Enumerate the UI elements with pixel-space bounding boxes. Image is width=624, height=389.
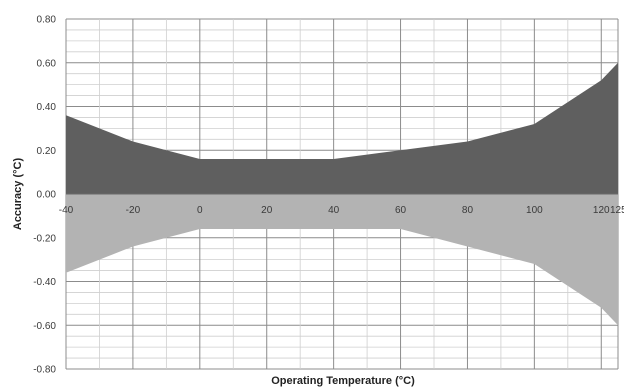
x-tick-label: 120: [593, 205, 610, 216]
x-tick-label: 0: [197, 205, 203, 216]
y-tick-label: 0.80: [37, 15, 57, 26]
x-tick-label: 125: [610, 205, 624, 216]
y-tick-label: -0.20: [33, 233, 56, 244]
y-tick-label: 0.40: [37, 102, 57, 113]
x-tick-label: -20: [126, 205, 141, 216]
x-axis-label: Operating Temperature (°C): [271, 375, 415, 387]
y-tick-label: -0.80: [33, 365, 56, 376]
y-tick-labels: 0.80 0.60 0.40 0.20 0.00 -0.20 -0.40 -0.60 -0.80: [33, 15, 56, 376]
x-tick-label: 60: [395, 205, 407, 216]
y-tick-label: 0.00: [37, 190, 57, 201]
upper-accuracy-area: [66, 62, 618, 194]
x-tick-label: -40: [59, 205, 74, 216]
y-tick-label: -0.40: [33, 277, 56, 288]
y-tick-label: 0.20: [37, 146, 57, 157]
x-tick-label: 80: [462, 205, 474, 216]
x-tick-label: 100: [526, 205, 543, 216]
y-tick-label: 0.60: [37, 58, 57, 69]
x-tick-label: 40: [328, 205, 340, 216]
y-tick-label: -0.60: [33, 321, 56, 332]
lower-accuracy-area: [66, 194, 618, 326]
area-series: [66, 62, 618, 326]
x-tick-labels: -40 -20 0 20 40 60 80 100 120 125: [59, 205, 624, 216]
y-axis-label: Accuracy (°C): [12, 158, 24, 231]
x-tick-label: 20: [261, 205, 273, 216]
